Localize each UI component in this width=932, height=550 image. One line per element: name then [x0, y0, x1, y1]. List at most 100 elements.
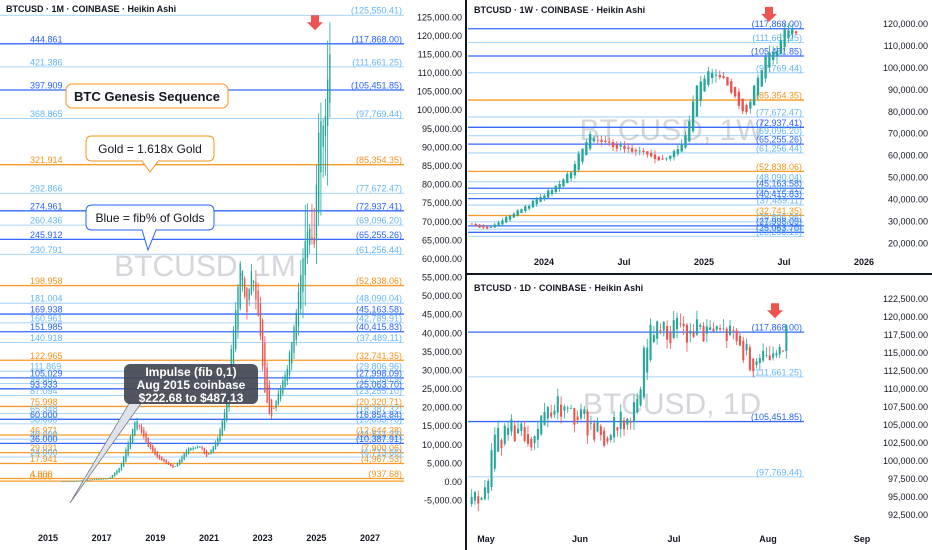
candle-body	[143, 429, 145, 437]
candle-body	[109, 477, 111, 479]
fib-level-price: (48,090.04)	[356, 294, 402, 304]
monthly-price-axis[interactable]: 125,000.00 120,000.00 115,000.00 110,000.00…	[417, 12, 462, 505]
price-tick-label: 0.00	[444, 477, 462, 487]
price-tick-label: 50,000.00	[422, 291, 462, 301]
candle-body	[131, 429, 134, 443]
fib-level-price: (117,868.00)	[752, 19, 802, 29]
candle-body	[632, 402, 635, 423]
candle-body	[570, 408, 573, 409]
candle-body	[75, 480, 78, 482]
candle-body	[187, 447, 190, 454]
candle-body	[785, 324, 788, 351]
price-tick-label: 50,000.00	[888, 173, 928, 183]
fib-level-price: (105,451.85)	[751, 412, 802, 422]
price-tick-label: 120,000.00	[883, 312, 928, 322]
fib-level-price: (97,769.44)	[356, 109, 402, 119]
candle-body	[241, 270, 244, 286]
candle-body	[646, 347, 649, 373]
candle-body	[172, 464, 174, 468]
fib-level-price: (97,769.44)	[756, 63, 802, 73]
fib-level-ratio: 444.861	[30, 34, 63, 44]
weekly-price-axis[interactable]: 120,000.00 110,000.00 100,000.00 90,000.00 8…	[883, 19, 928, 248]
candle-body	[729, 325, 732, 335]
daily-time-axis[interactable]: May Jun Jul Aug Sep	[477, 534, 871, 544]
daily-price-axis[interactable]: 122,500.00 120,000.00 117,500.00 115,000.00…	[883, 294, 928, 520]
candle-body	[709, 327, 712, 331]
candle-body	[752, 85, 756, 106]
candle-body	[223, 412, 226, 429]
candle-body	[733, 87, 737, 97]
fib-level-price: (111,661.25)	[752, 33, 802, 43]
fib-level-ratio: 65.348	[30, 404, 58, 414]
candle-body	[691, 101, 695, 132]
candle-body	[129, 436, 132, 450]
candle-body	[627, 147, 630, 149]
impulse-callout[interactable]: Impulse (fib 0,1) Aug 2015 coinbase $222…	[69, 364, 258, 504]
price-tick-label: 85,000.00	[422, 161, 462, 171]
candle-body	[656, 321, 659, 339]
candle-body	[592, 138, 596, 142]
price-tick-label: 40,000.00	[422, 328, 462, 338]
candle-body	[707, 71, 710, 85]
candle-body	[483, 487, 486, 499]
time-tick-label: 2017	[92, 533, 112, 543]
time-tick-label: 2024	[534, 257, 554, 267]
fib-level-price: (72,937.41)	[756, 118, 802, 128]
candle-body	[653, 154, 657, 160]
candle-body	[695, 319, 698, 335]
time-tick-label: May	[477, 534, 495, 544]
candle-body	[688, 121, 691, 142]
fib-level-ratio: 260.436	[30, 216, 63, 226]
candle-body	[152, 445, 154, 452]
candle-body	[520, 423, 523, 431]
candle-body	[722, 328, 725, 330]
candle-body	[685, 324, 688, 343]
fib-level-price: (37,489.11)	[357, 333, 402, 343]
price-tick-label: 105,000.00	[883, 420, 928, 430]
candle-body	[259, 303, 262, 337]
candle-body	[324, 116, 327, 137]
candle-body	[520, 209, 523, 214]
candle-body	[111, 475, 114, 478]
candle-body	[666, 326, 669, 340]
time-tick-label: 2023	[253, 533, 273, 543]
price-tick-label: 35,000.00	[422, 347, 462, 357]
fib-level-price: (105,451.85)	[351, 80, 402, 90]
genesis-callout[interactable]: BTC Genesis Sequence	[65, 83, 229, 109]
fib-level-ratio: 58.000	[30, 414, 58, 424]
candle-body	[284, 374, 286, 388]
candle-body	[136, 421, 138, 430]
weekly-time-axis[interactable]: 2024 Jul 2025 Jul 2026	[534, 257, 874, 267]
monthly-time-axis[interactable]: 2015 2017 2019 2021 2023 2025 2027	[38, 533, 380, 543]
fib-level-price: (111,661.25)	[752, 367, 802, 377]
fib-level-price: (23,255.10)	[756, 227, 802, 237]
price-tick-label: 100,000.00	[883, 63, 928, 73]
blue-callout[interactable]: Blue = fib% of Golds	[85, 204, 215, 252]
candle-body	[526, 433, 529, 444]
candle-body	[127, 442, 129, 456]
fib-level-ratio: 397.909	[30, 80, 63, 90]
candle-body	[170, 463, 172, 467]
fib-level-price: (45,163.58)	[356, 305, 402, 315]
weekly-watermark: BTCUSD, 1W	[579, 114, 765, 147]
candle-body	[756, 77, 760, 96]
candle-body	[174, 466, 176, 467]
candle-body	[217, 438, 219, 446]
candle-body	[573, 408, 576, 425]
candle-body	[513, 425, 516, 442]
candle-body	[705, 326, 708, 334]
fib-level-price: (69,096.20)	[756, 126, 802, 136]
candle-body	[546, 406, 549, 419]
candle-body	[676, 149, 680, 155]
candle-body	[540, 415, 543, 435]
candle-body	[252, 281, 255, 283]
fib-level-price: (97,769.44)	[756, 467, 802, 477]
fib-level-ratio: 99.481	[30, 374, 58, 384]
gold-callout[interactable]: Gold = 1.618x Gold	[85, 135, 215, 173]
fib-level-ratio: 87.094	[30, 386, 58, 396]
candle-body	[662, 321, 665, 331]
candle-body	[275, 400, 277, 409]
candle-body	[738, 335, 741, 346]
candle-body	[78, 480, 80, 482]
candle-body	[232, 329, 235, 370]
